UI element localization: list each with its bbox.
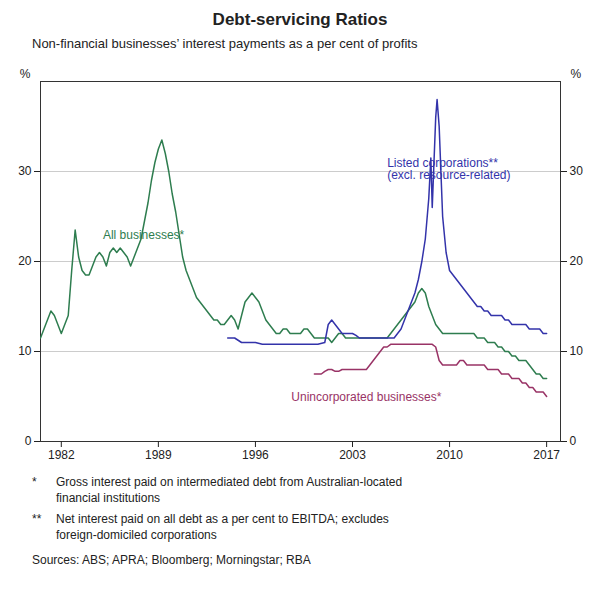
html-text:Sources: ABS; APRA; Bloomberg;: Sources: ABS; APRA; Bloomberg; Morningst…: [32, 553, 311, 568]
svg-text:0: 0: [25, 434, 32, 448]
svg-text:2010: 2010: [436, 448, 463, 462]
svg-text:0: 0: [570, 434, 577, 448]
html-text:Net interest paid on all debt: Net interest paid on all debt as a per c…: [56, 512, 389, 542]
html-text:Debt-servicing Ratios: Debt-servicing Ratios: [212, 10, 388, 29]
svg-text:30: 30: [18, 164, 32, 178]
svg-text:10: 10: [18, 344, 32, 358]
svg-text:Listed corporations**(excl. re: Listed corporations**(excl. resource-rel…: [387, 156, 510, 182]
svg-text:All businesses*: All businesses*: [103, 228, 185, 242]
svg-text:20: 20: [18, 254, 32, 268]
svg-text:1996: 1996: [242, 448, 269, 462]
svg-text:30: 30: [570, 164, 584, 178]
svg-text:%: %: [20, 67, 31, 81]
svg-text:1982: 1982: [48, 448, 75, 462]
svg-text:10: 10: [570, 344, 584, 358]
html-text:Gross interest paid on interme: Gross interest paid on intermediated deb…: [56, 475, 403, 505]
svg-text:20: 20: [570, 254, 584, 268]
svg-text:1989: 1989: [145, 448, 172, 462]
svg-text:2003: 2003: [339, 448, 366, 462]
svg-text:2017: 2017: [533, 448, 560, 462]
html-text:Non-financial businesses’ inte: Non-financial businesses’ interest payme…: [32, 36, 418, 51]
svg-text:Unincorporated businesses*: Unincorporated businesses*: [291, 390, 441, 404]
svg-text:%: %: [571, 67, 582, 81]
